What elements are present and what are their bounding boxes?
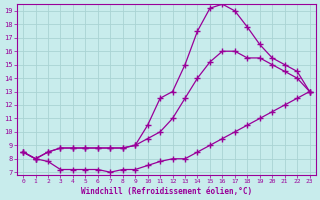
X-axis label: Windchill (Refroidissement éolien,°C): Windchill (Refroidissement éolien,°C) [81,187,252,196]
